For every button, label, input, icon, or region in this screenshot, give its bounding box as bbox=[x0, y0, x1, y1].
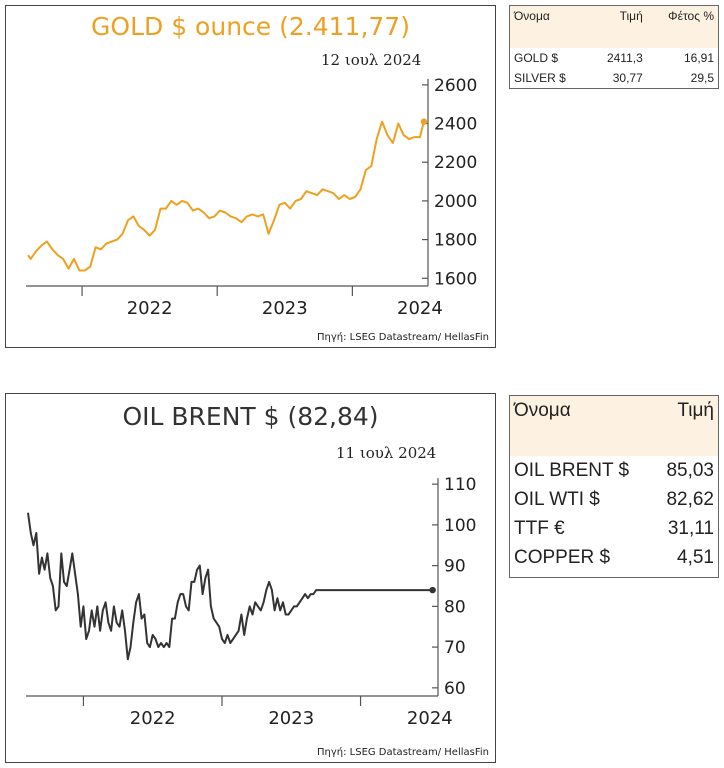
y-tick-label: 2200 bbox=[434, 153, 477, 173]
table-cell: COPPER $ bbox=[514, 546, 611, 568]
gold-price-table: Όνομα Τιμή Φέτος % GOLD $ 2411,3 16,91 S… bbox=[509, 5, 719, 89]
oil-line-chart: 2022 2023 2024 60 70 80 90 100 110 bbox=[26, 475, 476, 729]
table-cell: TTF € bbox=[514, 517, 565, 539]
x-tick-label: 2023 bbox=[268, 708, 314, 729]
gold-chart-date: 12 ιουλ 2024 bbox=[321, 51, 422, 69]
oil-chart-source: Πηγή: LSEG Datastream/ HellasFin bbox=[316, 747, 489, 758]
oil-chart-panel: OIL BRENT $ (82,84) 11 ιουλ 2024 2022 202… bbox=[5, 393, 496, 763]
table-cell: 85,03 bbox=[666, 459, 714, 481]
x-tick-label: 2022 bbox=[130, 708, 176, 729]
oil-table-header-name: Όνομα bbox=[514, 400, 571, 421]
x-tick-label: 2024 bbox=[407, 708, 453, 729]
series-line bbox=[27, 512, 433, 661]
series-end-point bbox=[420, 118, 428, 125]
y-tick-label: 70 bbox=[444, 638, 466, 658]
gold-table-header-name: Όνομα bbox=[514, 9, 550, 23]
gold-chart-title: GOLD $ ounce (2.411,77) bbox=[91, 12, 410, 41]
gold-line-chart: 2022 2023 2024 1600 1800 2000 2200 2400 2600 bbox=[26, 76, 477, 319]
table-cell: OIL WTI $ bbox=[514, 488, 600, 510]
series-line bbox=[27, 120, 425, 272]
y-tick-label: 90 bbox=[444, 557, 466, 577]
oil-price-table: Όνομα Τιμή OIL BRENT $ 85,03 OIL WTI $ 8… bbox=[509, 395, 719, 578]
y-tick-label: 100 bbox=[444, 516, 476, 536]
y-tick-label: 80 bbox=[444, 597, 466, 617]
table-cell: SILVER $ bbox=[514, 71, 566, 85]
y-tick-label: 2400 bbox=[434, 115, 477, 135]
table-cell: 16,91 bbox=[683, 51, 714, 65]
table-cell: 4,51 bbox=[677, 546, 714, 568]
oil-chart-title: OIL BRENT $ (82,84) bbox=[122, 402, 379, 431]
gold-chart-source: Πηγή: LSEG Datastream/ HellasFin bbox=[316, 332, 489, 343]
y-tick-label: 1800 bbox=[434, 231, 477, 251]
gold-table-header-price: Τιμή bbox=[619, 9, 643, 23]
table-cell: 31,11 bbox=[667, 517, 714, 539]
y-tick-label: 1600 bbox=[434, 269, 477, 289]
table-cell: GOLD $ bbox=[514, 51, 559, 65]
y-tick-label: 2000 bbox=[434, 192, 477, 212]
gold-table-header-ytd: Φέτος % bbox=[668, 9, 714, 23]
y-tick-label: 2600 bbox=[434, 76, 477, 96]
table-cell: 29,5 bbox=[690, 71, 714, 85]
oil-table-header-price: Τιμή bbox=[677, 400, 714, 421]
table-cell: OIL BRENT $ bbox=[514, 459, 630, 481]
x-tick-label: 2024 bbox=[397, 298, 443, 319]
y-tick-label: 110 bbox=[444, 475, 476, 495]
oil-chart-date: 11 ιουλ 2024 bbox=[336, 444, 437, 462]
x-tick-label: 2022 bbox=[127, 298, 173, 319]
gold-chart-panel: GOLD $ ounce (2.411,77) 12 ιουλ 2024 202… bbox=[5, 5, 496, 348]
y-tick-label: 60 bbox=[444, 679, 466, 699]
table-cell: 2411,3 bbox=[606, 51, 643, 65]
x-tick-label: 2023 bbox=[262, 298, 308, 319]
table-cell: 82,62 bbox=[666, 488, 714, 510]
series-end-point bbox=[429, 586, 436, 594]
table-cell: 30,77 bbox=[612, 71, 643, 85]
